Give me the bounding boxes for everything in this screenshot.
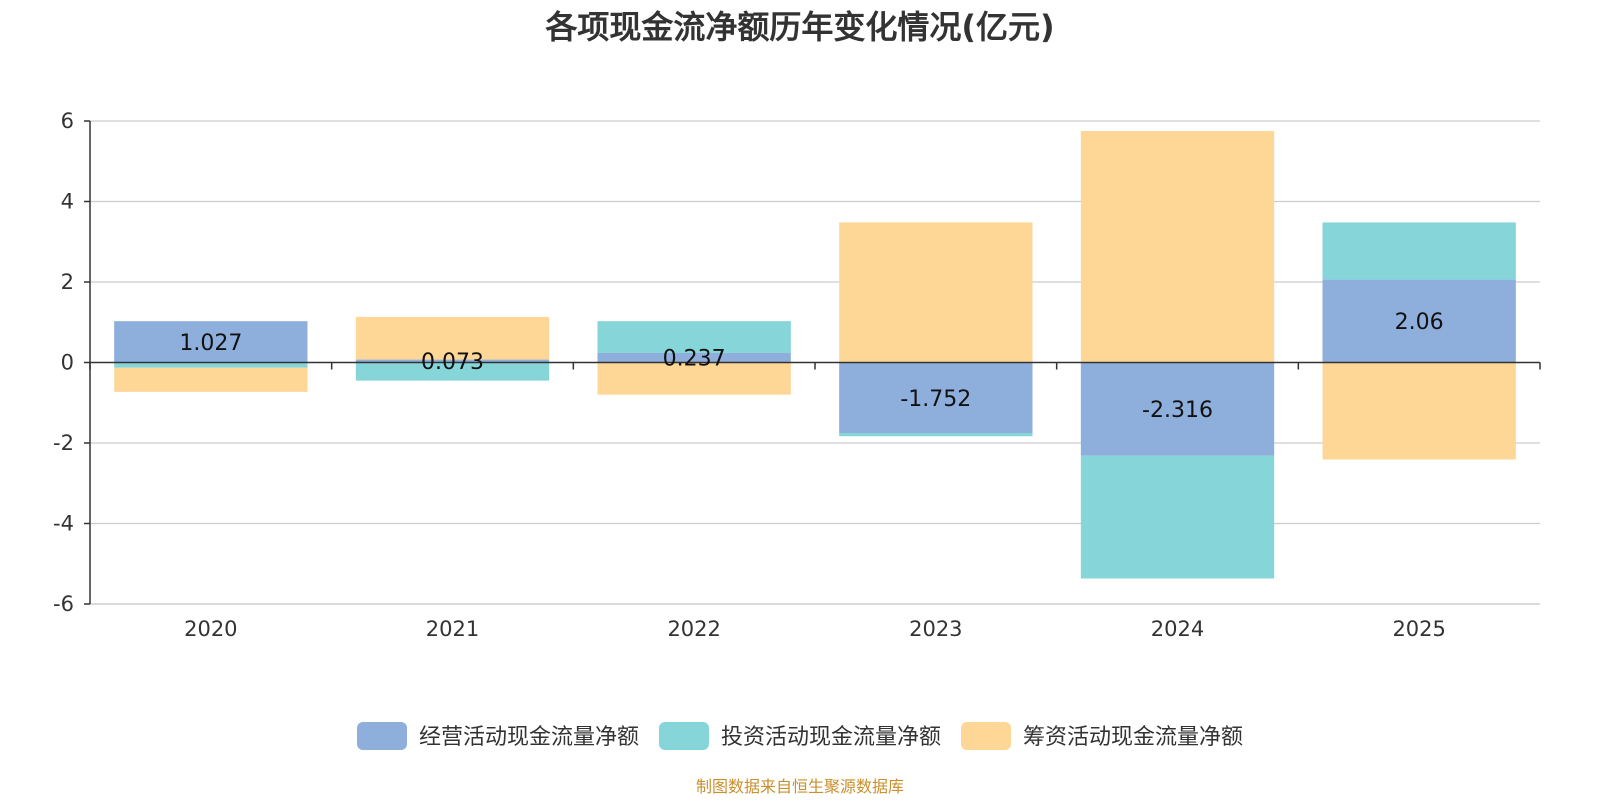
y-tick-label: -2 bbox=[53, 431, 74, 455]
x-tick-label: 2021 bbox=[426, 617, 479, 641]
legend-label: 投资活动现金流量净额 bbox=[721, 725, 941, 750]
data-label: -1.752 bbox=[900, 387, 971, 412]
x-tick-label: 2025 bbox=[1392, 617, 1445, 641]
legend-item[interactable]: 筹资活动现金流量净额 bbox=[961, 722, 1243, 750]
data-label: 1.027 bbox=[179, 331, 242, 356]
axes: -6 -4 -2 0 2 4 6 2020 2021 2022 2023 2024 2025 bbox=[53, 109, 1541, 641]
y-tick-label: -6 bbox=[53, 592, 74, 616]
bar bbox=[597, 362, 791, 395]
bar bbox=[114, 321, 308, 363]
bar bbox=[355, 362, 550, 381]
legend-swatch bbox=[961, 722, 1011, 750]
bar bbox=[839, 362, 1033, 434]
bar bbox=[597, 352, 791, 363]
x-tick-label: 2020 bbox=[184, 617, 237, 641]
data-label: 0.237 bbox=[663, 347, 726, 372]
y-tick-label: -4 bbox=[53, 512, 74, 536]
bars-group bbox=[114, 131, 1516, 579]
bar bbox=[839, 222, 1033, 363]
legend-item[interactable]: 投资活动现金流量净额 bbox=[659, 722, 941, 750]
bar bbox=[1080, 131, 1275, 363]
legend-swatch bbox=[357, 722, 407, 750]
x-tick-label: 2023 bbox=[909, 617, 962, 641]
data-label: 2.06 bbox=[1395, 310, 1444, 335]
bar bbox=[355, 359, 550, 363]
data-label: 0.073 bbox=[421, 350, 484, 375]
x-tick-label: 2022 bbox=[667, 617, 720, 641]
bar bbox=[839, 433, 1033, 437]
legend-item[interactable]: 经营活动现金流量净额 bbox=[357, 722, 639, 750]
data-labels: 1.027 0.073 0.237 -1.752 -2.316 2.06 bbox=[179, 310, 1443, 423]
y-tick-label: 4 bbox=[61, 190, 74, 214]
data-label: -2.316 bbox=[1142, 398, 1213, 423]
bar bbox=[114, 362, 308, 368]
bar bbox=[1080, 455, 1275, 579]
bar bbox=[597, 321, 791, 353]
legend: 经营活动现金流量净额 投资活动现金流量净额 筹资活动现金流量净额 bbox=[357, 722, 1243, 750]
y-tick-label: 6 bbox=[61, 109, 74, 133]
y-tick-label: 2 bbox=[61, 270, 74, 294]
bar bbox=[1322, 362, 1516, 460]
y-tick-label: 0 bbox=[61, 351, 74, 375]
bar bbox=[355, 316, 550, 360]
legend-label: 筹资活动现金流量净额 bbox=[1023, 725, 1243, 750]
bar bbox=[1322, 279, 1516, 363]
legend-swatch bbox=[659, 722, 709, 750]
bar bbox=[1322, 222, 1516, 280]
legend-label: 经营活动现金流量净额 bbox=[419, 725, 639, 750]
x-tick-label: 2024 bbox=[1151, 617, 1204, 641]
bar bbox=[114, 367, 308, 392]
chart-title: 各项现金流净额历年变化情况(亿元) bbox=[545, 8, 1054, 46]
bar bbox=[1080, 362, 1275, 456]
source-note: 制图数据来自恒生聚源数据库 bbox=[696, 777, 904, 796]
